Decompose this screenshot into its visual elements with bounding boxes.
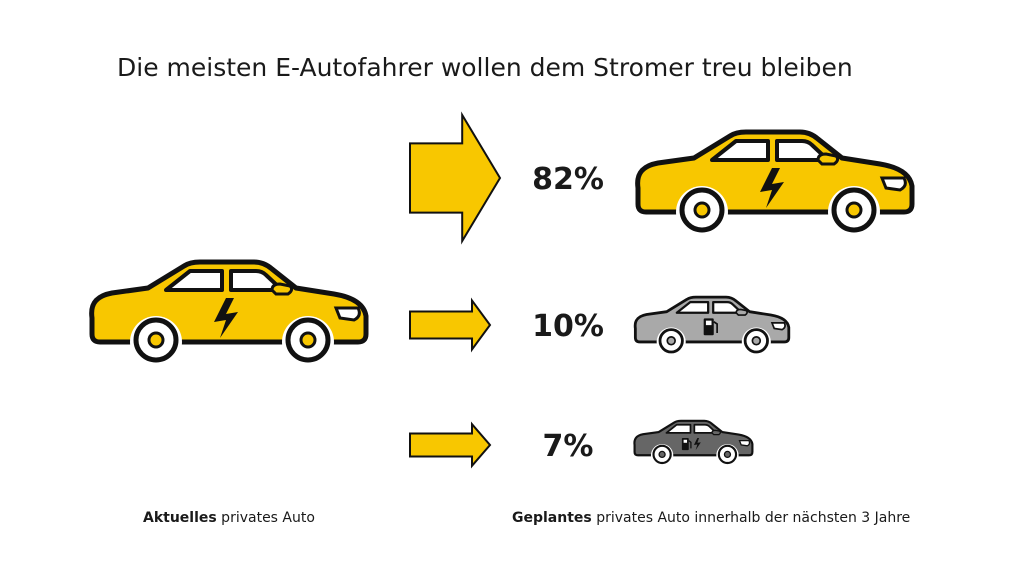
value-label: 82% [532, 162, 604, 197]
electric-car-icon [89, 259, 369, 368]
result-row: 10% [409, 295, 791, 357]
share-arrow [409, 111, 502, 245]
value-label: 10% [532, 309, 604, 344]
chart-title: Die meisten E-Autofahrer wollen dem Stro… [117, 53, 853, 82]
fuel-pump-car-icon [633, 295, 791, 357]
fuel-pump-lightning-car-icon [633, 419, 754, 467]
footer-current-label: Aktuelles privates Auto [143, 510, 315, 526]
result-row: 82% [409, 111, 915, 245]
share-arrow [409, 297, 492, 353]
value-label: 7% [543, 429, 594, 464]
footer-planned-label: Geplantes privates Auto innerhalb der nä… [512, 510, 911, 526]
share-arrow [409, 421, 492, 469]
result-row: 7% [409, 419, 754, 469]
lightning-car-icon [635, 129, 915, 238]
